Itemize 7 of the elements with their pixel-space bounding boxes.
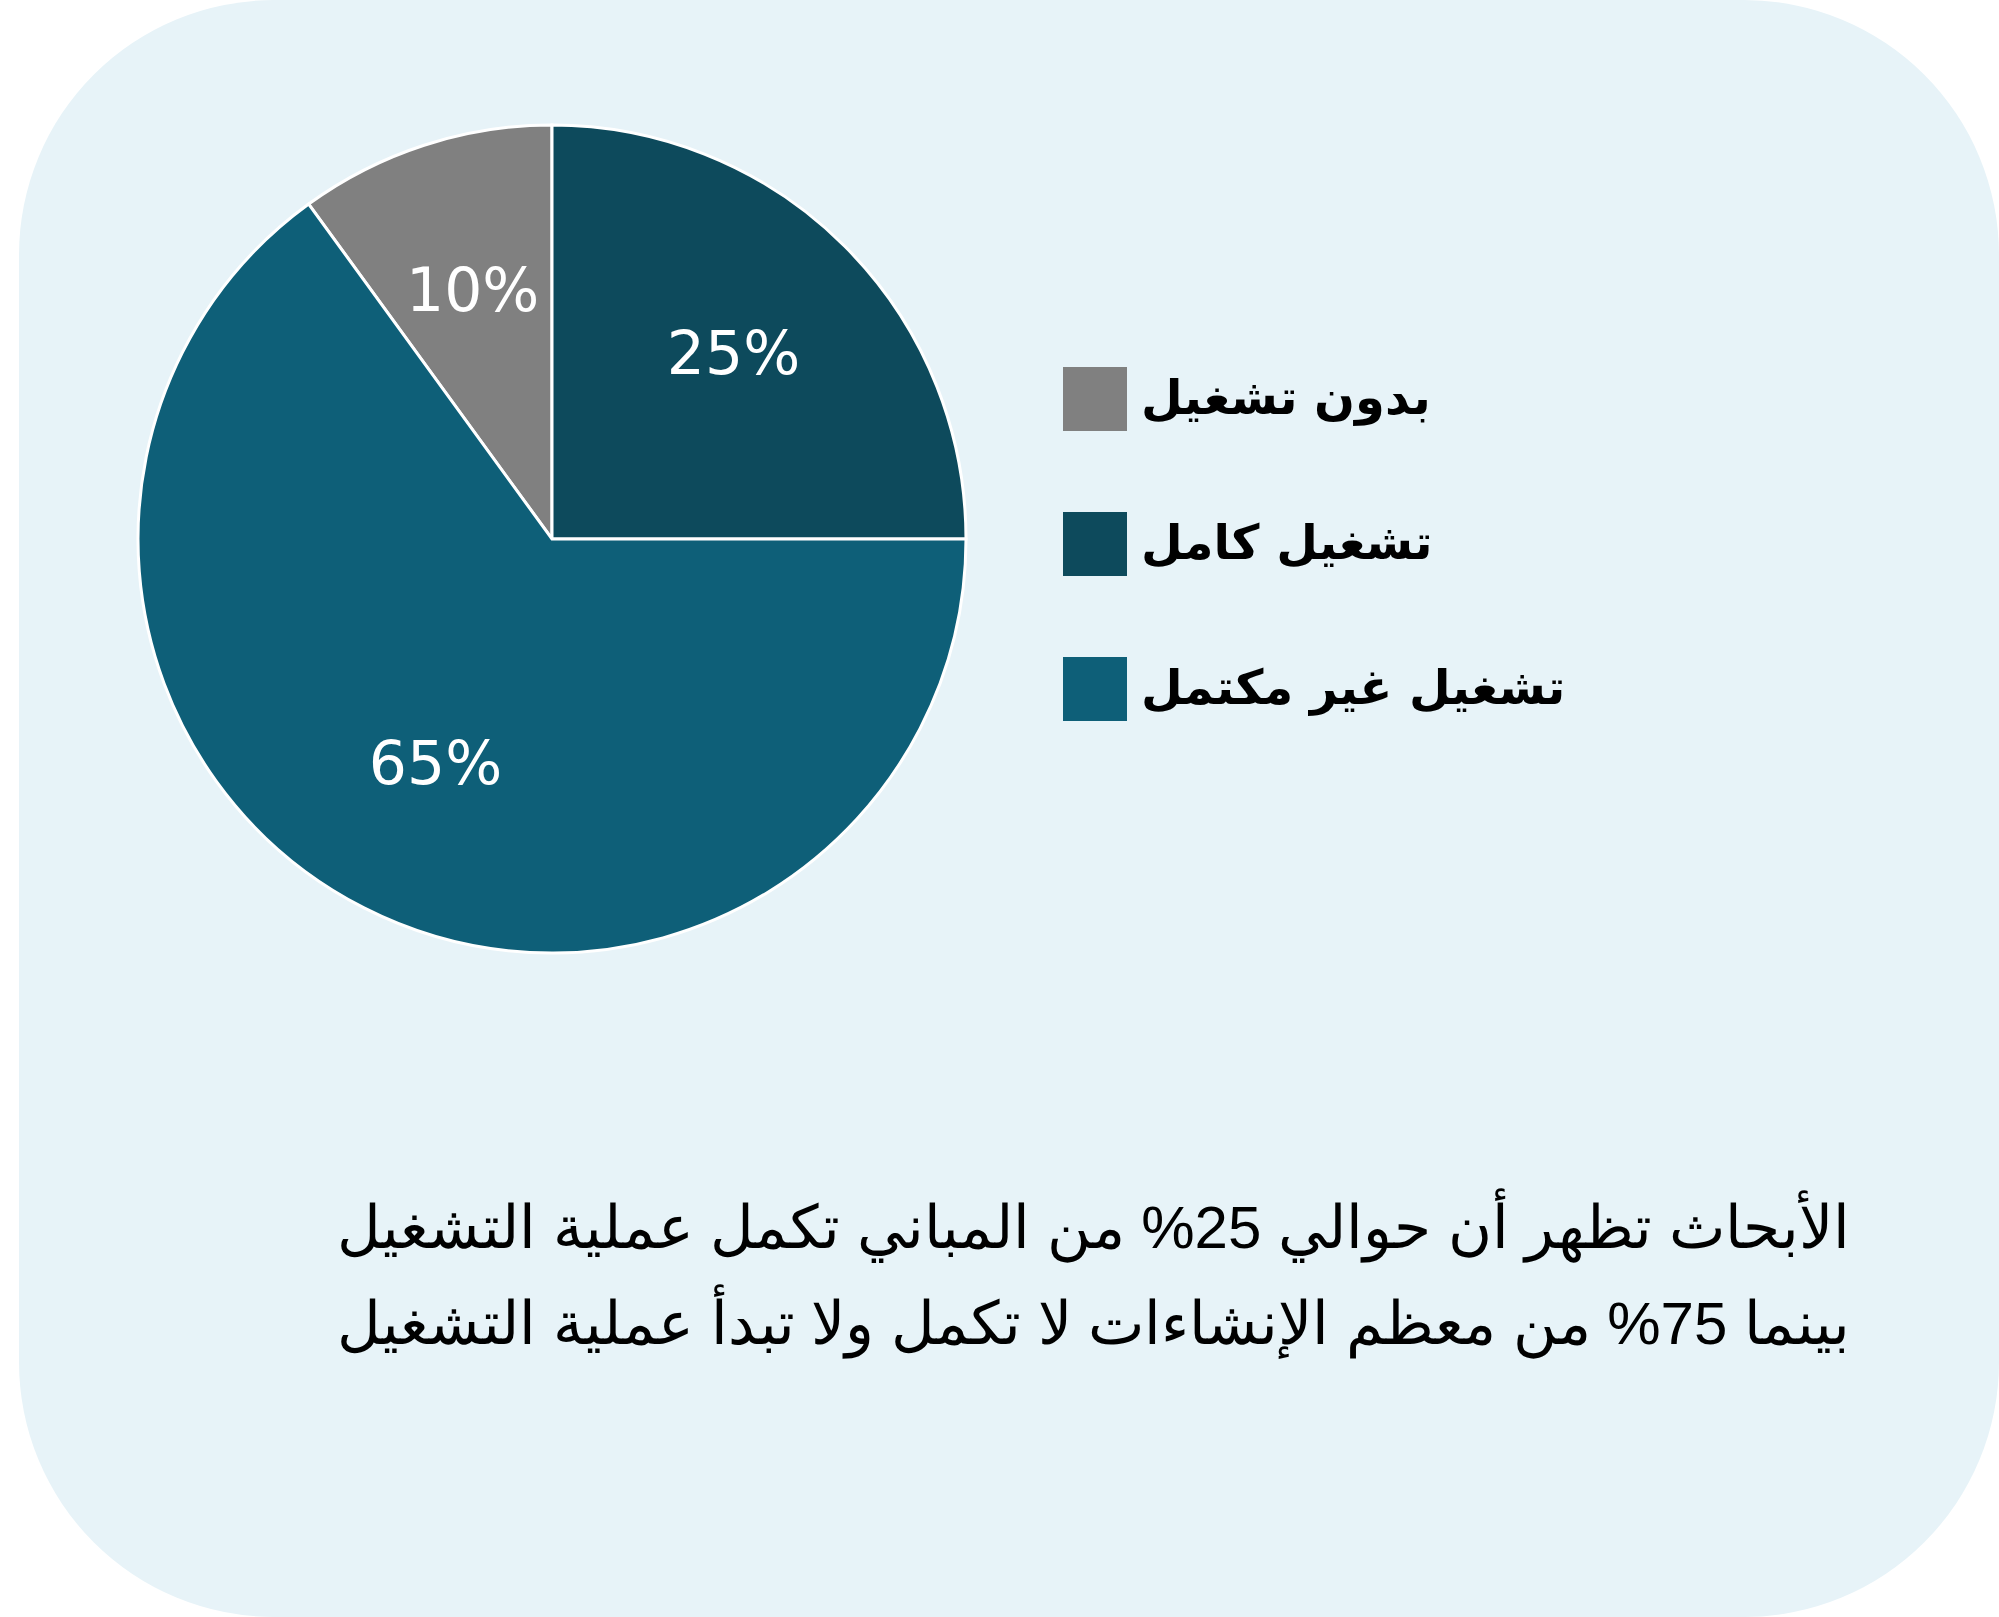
data-label: 25% <box>666 318 801 389</box>
legend-label: تشغيل غير مكتمل <box>1141 659 1566 716</box>
text: الأبحاث تظهر أن حوالي 25% من المباني تكمل عملية التشغيل بينما 75% من معظم الإنشاءات لا تكمل ولا تبدأ عملية التشغيل <box>335 1187 1850 1361</box>
legend-label: تشغيل كامل <box>1141 514 1433 570</box>
legend-label: بدون تشغيل <box>1141 369 1431 426</box>
data-label: 65% <box>368 728 503 799</box>
data-label: 10% <box>406 255 540 326</box>
